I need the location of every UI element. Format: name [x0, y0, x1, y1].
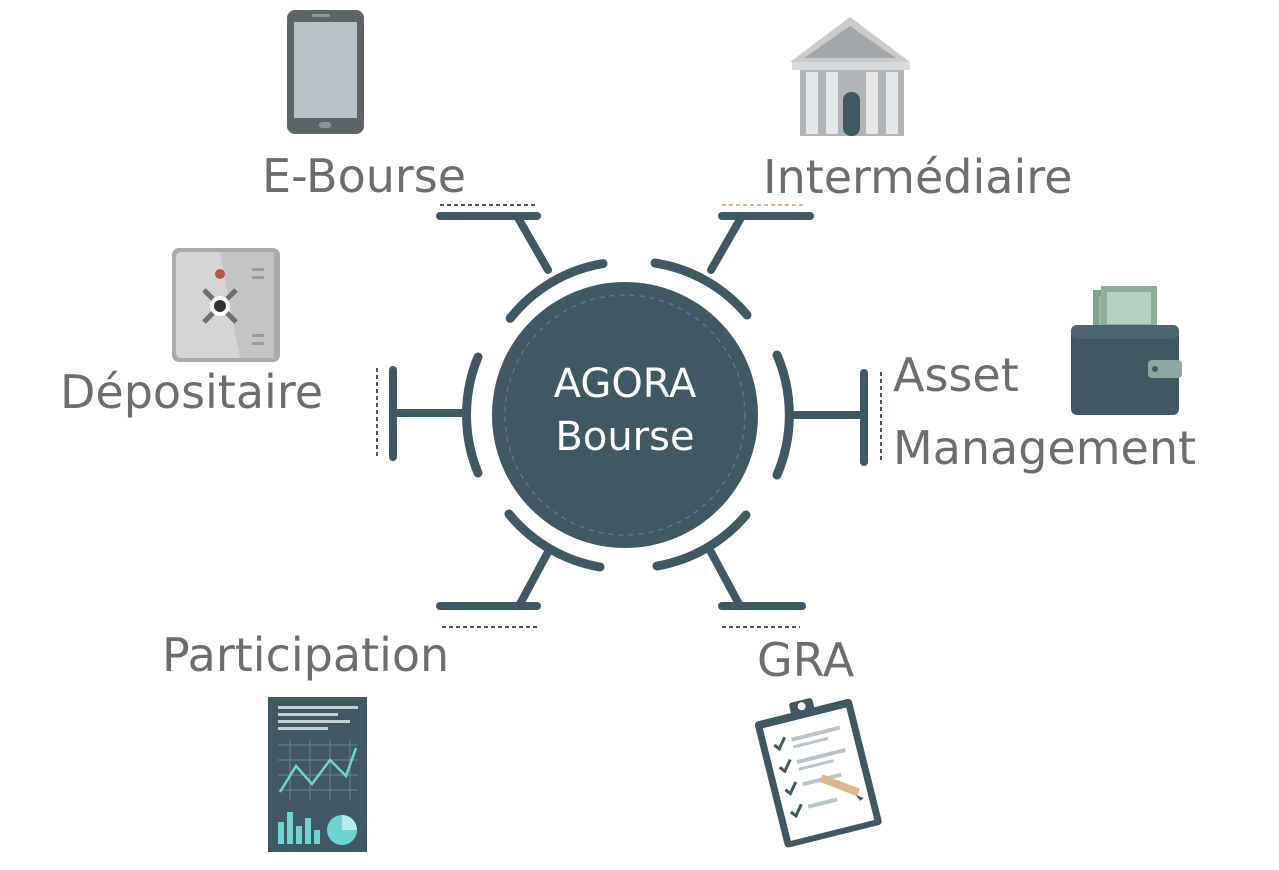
- hub-dashed-ring: [504, 294, 746, 536]
- label-e-bourse: E-Bourse: [262, 149, 466, 203]
- safe-icon: [172, 248, 280, 362]
- connectors: [389, 212, 868, 610]
- hub-circle: [492, 282, 758, 548]
- label-intermediaire: Intermédiaire: [763, 150, 1072, 204]
- connector-intermediaire: [707, 212, 746, 274]
- ring-arc-top-right: [650, 258, 752, 320]
- report-chart-icon: [268, 697, 367, 852]
- connector-participation: [515, 548, 552, 610]
- hub-title-line2: Bourse: [555, 414, 694, 460]
- connector-e-bourse: [513, 212, 552, 274]
- ring-arc-right: [772, 350, 794, 480]
- clipboard-checklist-icon: [754, 698, 882, 848]
- ring-arc-bottom-right: [652, 510, 751, 571]
- label-asset-management-line2: Management: [893, 421, 1196, 475]
- label-depositaire: Dépositaire: [60, 365, 323, 419]
- label-participation: Participation: [162, 628, 449, 682]
- bank-building-icon: [790, 17, 910, 136]
- label-asset-management-line1: Asset: [893, 348, 1019, 402]
- tablet-icon: [287, 10, 364, 134]
- wallet-icon: [1071, 286, 1182, 415]
- ring-arc-top-left: [505, 259, 608, 323]
- label-gra: GRA: [757, 633, 855, 687]
- connector-dashes: [376, 204, 882, 628]
- hub-title-line1: AGORA: [554, 361, 697, 407]
- connector-gra: [707, 548, 744, 610]
- hub: AGORA Bourse: [492, 282, 758, 548]
